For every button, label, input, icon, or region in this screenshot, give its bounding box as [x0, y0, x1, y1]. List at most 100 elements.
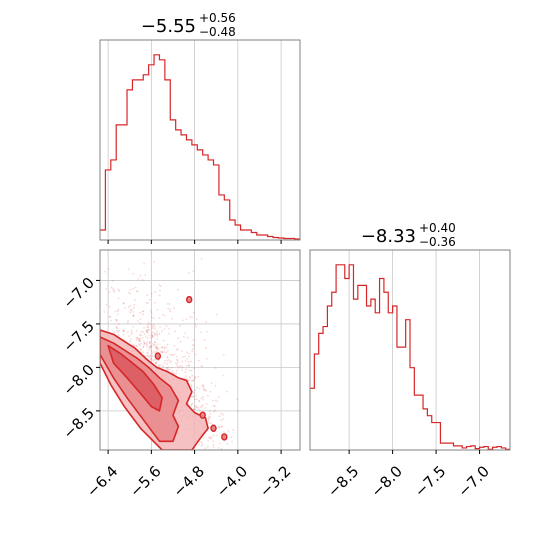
scatter-point — [164, 314, 167, 317]
scatter-point — [149, 357, 152, 360]
y-axis: −7.0 −7.5 −8.0 −8.5 — [60, 274, 100, 443]
scatter-point — [164, 359, 167, 362]
scatter-point — [148, 328, 150, 331]
scatter-point — [202, 398, 205, 401]
scatter-point — [190, 395, 193, 398]
scatter-point — [209, 390, 212, 393]
scatter-point — [190, 404, 193, 407]
scatter-point — [145, 352, 148, 355]
scatter-point — [160, 351, 163, 354]
scatter-point — [153, 260, 156, 263]
histogram-panel-param-1: −5.55 +0.56 −0.48 — [99, 11, 301, 244]
scatter-point — [116, 310, 119, 312]
scatter-point — [158, 294, 161, 297]
scatter-point — [187, 352, 190, 355]
scatter-point — [113, 290, 116, 293]
scatter-point — [135, 248, 137, 250]
scatter-point — [243, 453, 245, 455]
scatter-point — [206, 330, 208, 333]
scatter-point — [197, 408, 200, 411]
scatter-point — [136, 336, 139, 339]
scatter-point — [143, 262, 146, 265]
scatter-point — [138, 339, 141, 342]
scatter-point — [171, 366, 173, 369]
scatter-point — [151, 325, 154, 327]
panel-title-plus: +0.40 — [419, 221, 456, 235]
scatter-point — [139, 348, 142, 351]
scatter-point — [118, 290, 121, 292]
scatter-point — [175, 372, 178, 375]
scatter-point — [171, 353, 174, 356]
scatter-point — [192, 380, 195, 382]
scatter-point — [198, 399, 201, 402]
scatter-point — [146, 346, 149, 349]
scatter-point — [177, 337, 179, 340]
scatter-point — [208, 436, 210, 439]
scatter-point — [126, 247, 128, 249]
scatter-point — [231, 440, 233, 443]
scatter-point — [130, 338, 132, 341]
scatter-point — [129, 340, 132, 343]
x-tick-label: −4.0 — [213, 462, 251, 500]
scatter-point — [139, 318, 142, 320]
scatter-point — [151, 335, 154, 338]
scatter-point — [139, 322, 141, 325]
scatter-point — [144, 220, 146, 222]
scatter-point — [166, 359, 169, 362]
scatter-point — [166, 343, 169, 346]
scatter-point — [105, 287, 108, 290]
axes-frame — [309, 249, 511, 451]
scatter-point — [166, 356, 169, 358]
scatter-point — [188, 376, 191, 379]
scatter-point — [161, 364, 163, 367]
scatter-point — [132, 287, 135, 290]
scatter-point — [151, 332, 153, 335]
scatter-point — [221, 425, 224, 428]
scatter-point — [188, 364, 191, 366]
scatter-point — [200, 257, 203, 260]
scatter-point — [143, 342, 146, 344]
scatter-point — [156, 343, 159, 346]
scatter-point — [159, 289, 161, 292]
scatter-point — [151, 352, 154, 355]
scatter-point — [143, 326, 145, 329]
scatter-point — [117, 331, 120, 334]
histogram-step-line — [100, 54, 300, 240]
scatter-point — [133, 344, 136, 347]
scatter-point — [206, 445, 209, 448]
scatter-point — [222, 413, 224, 416]
scatter-point — [135, 329, 138, 332]
y-tick-label: −8.0 — [60, 361, 98, 399]
scatter-point — [181, 360, 184, 363]
scatter-point — [181, 356, 184, 358]
scatter-point — [130, 308, 133, 311]
x-tick-label: −7.0 — [454, 462, 492, 500]
scatter-point — [179, 340, 182, 343]
scatter-point — [153, 360, 155, 362]
scatter-point — [203, 389, 205, 392]
scatter-point — [194, 376, 197, 379]
scatter-point — [198, 441, 201, 444]
scatter-point — [194, 394, 197, 397]
scatter-point — [147, 329, 150, 331]
scatter-point — [136, 337, 138, 339]
scatter-point — [163, 362, 166, 365]
scatter-point — [143, 343, 145, 345]
scatter-point — [152, 323, 155, 326]
scatter-point — [194, 398, 196, 401]
scatter-point — [168, 327, 171, 330]
scatter-point — [147, 352, 149, 354]
scatter-point — [140, 342, 143, 345]
scatter-point — [118, 323, 120, 326]
scatter-point — [207, 417, 210, 420]
scatter-point — [190, 385, 193, 388]
scatter-point — [177, 367, 180, 369]
scatter-point — [226, 443, 229, 446]
scatter-point — [144, 335, 147, 338]
scatter-point — [139, 340, 141, 343]
scatter-point — [169, 361, 172, 364]
scatter-point — [218, 426, 221, 429]
scatter-point — [112, 288, 115, 291]
scatter-point — [144, 342, 147, 345]
scatter-point — [197, 406, 199, 409]
